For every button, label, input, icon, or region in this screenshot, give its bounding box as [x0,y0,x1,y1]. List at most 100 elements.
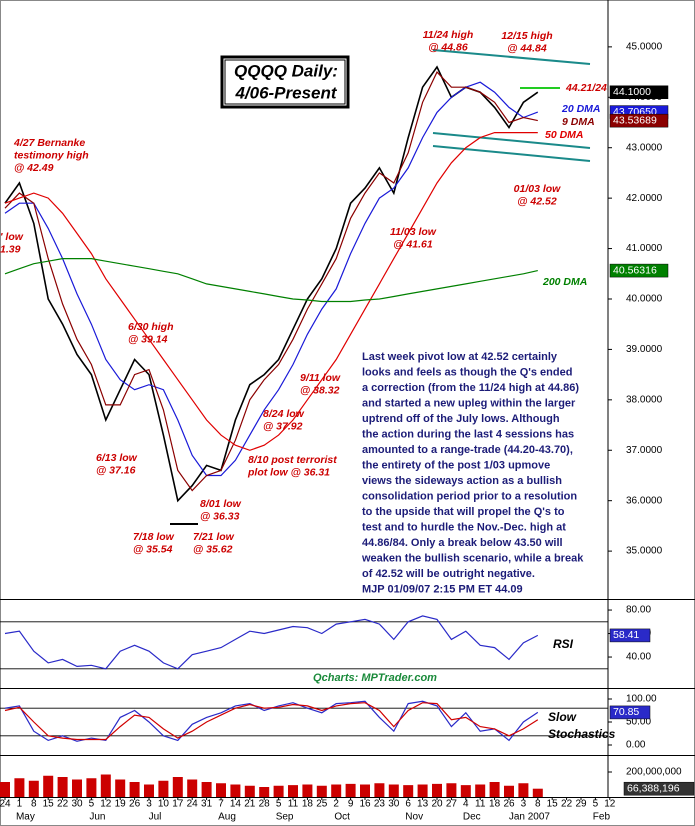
y-tick-label: 40.0000 [626,294,663,305]
value-label: 70.85 [613,706,639,718]
bar [288,785,298,797]
trend-line [432,145,591,162]
x-tick-label: 12 [100,799,112,810]
annotation: ' low [0,231,24,243]
trend-line [432,49,591,65]
x-tick-label: 15 [43,799,55,810]
x-tick-label: 5 [593,799,599,810]
bar [14,778,25,797]
value-label-box [609,628,651,643]
commentary-line: the entirety of the post 1/03 upmove [362,459,550,471]
series-line [4,65,539,503]
month-label: Jun [89,812,105,823]
y-tick-label: 43.0000 [626,142,663,153]
y-tick-label: 36.0000 [626,495,663,506]
title: 4/06-Present [234,83,337,102]
x-tick-label: 12 [604,799,616,810]
bar [273,785,284,797]
x-tick-label: 25 [316,799,328,810]
annotation: 9/11 low [300,372,341,384]
annotation: 1.39 [0,243,21,255]
annotation: 4/27 Bernanke [13,137,85,149]
annotation: 7/21 low [193,531,235,543]
x-tick-label: 30 [388,799,400,810]
x-tick-label: 11 [475,799,486,810]
bar [504,785,514,797]
annotation: 01/03 low [514,183,562,195]
commentary-line: Last week pivot low at 42.52 certainly [362,351,558,363]
x-tick-label: 28 [259,799,271,810]
bar [446,783,457,797]
title-box [220,55,350,109]
annotation: @ 42.52 [517,195,557,207]
bar [28,780,39,797]
y-tick-label: 80.00 [626,605,651,616]
annotation: 8/10 post terrorist [248,454,337,466]
annotation: @ 35.62 [193,543,233,555]
commentary-line: consolidation period prior to a resoluti… [362,490,577,502]
x-tick-label: 3 [521,799,527,810]
month-label: Sep [276,812,294,823]
annotation: plot low @ 36.31 [247,466,330,478]
x-tick-label: 16 [359,799,371,810]
value-label: 44.1000 [613,86,651,98]
bar [57,777,68,797]
x-tick-label: 24 [187,799,199,810]
bar [345,783,356,797]
panel-label: Slow [548,710,577,724]
annotation: 12/15 high [501,30,552,42]
month-label: May [16,812,35,823]
value-label-box [623,781,695,796]
x-tick-label: 21 [244,799,256,810]
month-label: Nov [405,812,423,823]
x-tick-label: 17 [172,799,184,810]
bar [144,784,154,797]
commentary-line: uptrend off of the July lows. Although [362,413,560,425]
annotation: 8/01 low [200,498,242,510]
annotation: @ 44.84 [507,42,547,54]
legend-label: 9 DMA [562,116,595,128]
bar [86,778,97,797]
bar [532,788,543,797]
annotation: 11/24 high [423,29,474,41]
bar [129,782,140,797]
legend-label: 20 DMA [561,103,601,115]
bar [172,777,183,797]
value-label-box [609,113,669,128]
x-tick-label: 9 [348,799,354,810]
commentary-line: views the sideways action as a bullish [362,475,562,487]
x-tick-label: 27 [446,799,458,810]
bar [230,784,241,797]
annotation: @ 39.14 [128,333,168,345]
month-label: Feb [593,812,611,823]
y-tick-label: 37.0000 [626,445,663,456]
bar [72,779,82,797]
commentary-line: weaken the bullish scenario, while a bre… [361,552,584,564]
x-tick-label: 8 [31,799,37,810]
bar [432,783,442,797]
y-tick-label: 0.00 [626,740,646,751]
x-tick-label: 19 [115,799,127,810]
month-label: Jan 2007 [509,812,551,823]
annotation: 11/03 low [390,226,437,238]
x-tick-label: 8 [535,799,541,810]
series-line [4,71,538,492]
legend-label: 50 DMA [545,129,584,141]
x-tick-label: 24 [0,799,11,810]
value-label-box [609,85,669,99]
bar [489,782,500,797]
bar [43,775,54,797]
x-tick-label: 2 [333,799,339,810]
y-tick-label: 50.00 [626,717,651,728]
title: QQQQ Daily: [234,61,338,80]
bar [403,785,414,797]
annotation: @ 36.33 [200,510,240,522]
panel-label: Stochastics [548,727,616,741]
commentary-line: amounted to a range-trade (44.20-43.70), [362,444,573,456]
bar [360,784,370,797]
commentary-line: and started a new upleg within the large… [362,397,576,409]
x-tick-label: 14 [230,799,242,810]
commentary-line: 44.86/84. Only a break below 43.50 will [362,537,563,549]
bar [201,782,212,797]
x-tick-label: 3 [146,799,152,810]
